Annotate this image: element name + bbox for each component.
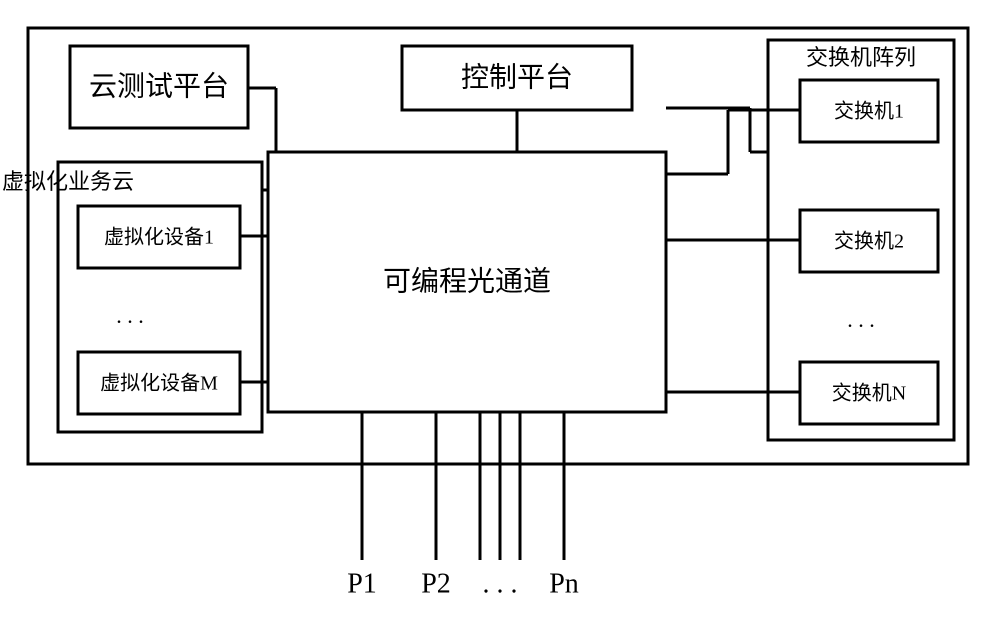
- switch-array-label: 交换机阵列: [806, 45, 916, 70]
- virtual-cloud-label: 虚拟化业务云: [2, 169, 134, 194]
- port-label-1: P2: [421, 568, 451, 599]
- virtual-device-label-0: 虚拟化设备1: [104, 226, 214, 249]
- switch-label-1: 交换机2: [834, 230, 904, 253]
- cloud-test-label: 云测试平台: [89, 70, 229, 102]
- optical-channel-label: 可编程光通道: [383, 265, 551, 297]
- port-label-0: P1: [347, 568, 377, 599]
- virtual-cloud-ellipsis: . . .: [116, 303, 144, 328]
- port-label-3: Pn: [549, 568, 579, 599]
- control-platform-label: 控制平台: [461, 61, 573, 93]
- switch-array-ellipsis: . . .: [847, 307, 875, 332]
- switch-label-0: 交换机1: [834, 100, 904, 123]
- virtual-device-label-1: 虚拟化设备M: [100, 372, 218, 395]
- port-label-2: . . .: [483, 568, 518, 599]
- switch-label-2: 交换机N: [832, 382, 906, 405]
